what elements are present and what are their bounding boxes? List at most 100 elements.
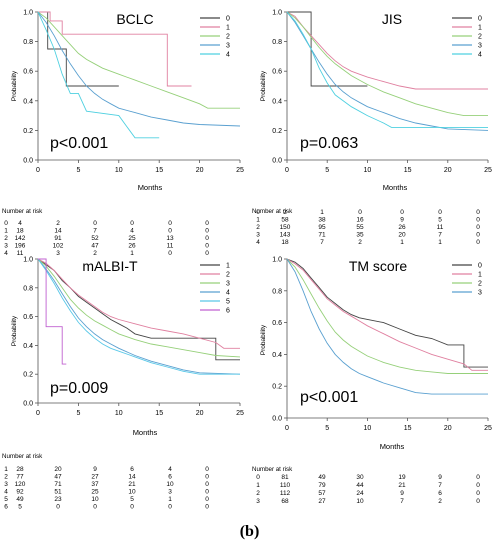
legend-label: 4 — [226, 52, 230, 59]
risk-table-cell: 0 — [168, 220, 172, 227]
risk-table-group: 3 — [256, 232, 260, 239]
risk-table-cell: 27 — [318, 498, 326, 505]
risk-table-cell: 9 — [93, 466, 97, 473]
legend-label: 0 — [226, 16, 230, 23]
risk-table-cell: 6 — [438, 490, 442, 497]
km-panel-2: 0 5 10 15 20 250.00.20.40.60.81.0MonthsProbab… — [252, 10, 492, 247]
p-value: p<0.001 — [300, 389, 358, 406]
risk-table-cell: 0 — [205, 235, 209, 242]
risk-table-cell: 21 — [398, 482, 406, 489]
legend-label: 1 — [478, 25, 482, 32]
risk-table-group: 1 — [4, 228, 8, 235]
risk-table-cell: 81 — [281, 474, 289, 481]
x-tick-label: 10 — [364, 425, 372, 432]
risk-table-cell: 47 — [54, 474, 62, 481]
risk-table-cell: 0 — [476, 232, 480, 239]
risk-table-cell: 0 — [93, 504, 97, 511]
survival-curve-4 — [37, 258, 241, 375]
x-tick-label: 0 — [285, 167, 289, 174]
risk-table-group: 1 — [256, 482, 260, 489]
risk-table-cell: 7 — [438, 482, 442, 489]
risk-table-cell: 0 — [476, 498, 480, 505]
x-tick-label: 5 — [325, 425, 329, 432]
risk-table-cell: 0 — [168, 228, 172, 235]
risk-table-cell: 2 — [56, 220, 60, 227]
risk-table-cell: 47 — [91, 243, 99, 250]
legend-label: 4 — [478, 52, 482, 59]
risk-table-cell: 7 — [320, 239, 324, 246]
risk-table-cell: 57 — [318, 490, 326, 497]
risk-table-cell: 35 — [356, 232, 364, 239]
risk-table-cell: 3 — [168, 489, 172, 496]
x-axis-label: Months — [380, 442, 405, 451]
x-tick-label: 0 — [36, 167, 40, 174]
survival-curve-3 — [37, 258, 241, 358]
risk-table-cell: 150 — [280, 224, 291, 231]
survival-curve-5 — [37, 258, 240, 375]
risk-table-cell: 95 — [318, 224, 326, 231]
legend-label: 1 — [226, 25, 230, 32]
y-tick-label: 0.4 — [23, 98, 33, 105]
risk-table-cell: 0 — [476, 239, 480, 246]
km-panel-1: 0 5 10 15 20 250.00.20.40.60.81.0MonthsProbab… — [2, 10, 244, 258]
risk-table-cell: 2 — [358, 239, 362, 246]
risk-table-cell: 1 — [320, 209, 324, 216]
risk-table-group: 2 — [4, 474, 8, 481]
y-tick-label: 1.0 — [272, 10, 282, 17]
risk-table-cell: 13 — [166, 235, 174, 242]
risk-table-cell: 79 — [318, 482, 326, 489]
risk-table-cell: 20 — [398, 232, 406, 239]
x-tick-label: 5 — [76, 167, 80, 174]
x-tick-label: 10 — [115, 167, 123, 174]
risk-table-cell: 77 — [16, 474, 24, 481]
risk-table-cell: 102 — [53, 243, 64, 250]
risk-table-heading: Number at risk — [252, 466, 293, 473]
risk-table-cell: 4 — [168, 466, 172, 473]
legend-label: 5 — [226, 299, 230, 306]
risk-table-cell: 110 — [280, 482, 291, 489]
x-tick-label: 20 — [196, 167, 204, 174]
y-tick-label: 0.8 — [272, 288, 282, 295]
risk-table-cell: 18 — [281, 239, 289, 246]
risk-table-cell: 5 — [130, 496, 134, 503]
y-tick-label: 0.2 — [23, 372, 33, 379]
risk-table-cell: 0 — [476, 224, 480, 231]
y-tick-label: 0.0 — [272, 416, 282, 423]
risk-table-group: 5 — [4, 496, 8, 503]
risk-table-cell: 5 — [438, 217, 442, 224]
risk-table-group: 3 — [4, 481, 8, 488]
survival-curve-1 — [286, 258, 488, 371]
risk-table-cell: 0 — [205, 489, 209, 496]
x-tick-label: 15 — [404, 425, 412, 432]
survival-curve-0 — [286, 258, 488, 368]
legend-label: 0 — [478, 263, 482, 270]
survival-curve-1 — [37, 258, 240, 361]
y-tick-label: 0.2 — [272, 384, 282, 391]
risk-table-cell: 30 — [356, 474, 364, 481]
y-tick-label: 0.4 — [272, 352, 282, 359]
risk-table-cell: 0 — [476, 209, 480, 216]
y-tick-label: 0.8 — [272, 39, 282, 46]
x-tick-label: 25 — [236, 410, 244, 417]
y-tick-label: 0.6 — [272, 320, 282, 327]
risk-table-cell: 0 — [168, 504, 172, 511]
risk-table-group: 1 — [256, 217, 260, 224]
risk-table-cell: 4 — [18, 220, 22, 227]
risk-table-group: 4 — [256, 239, 260, 246]
risk-table-cell: 44 — [356, 482, 364, 489]
survival-curve-3 — [286, 11, 489, 131]
y-tick-label: 0.0 — [23, 158, 33, 165]
panel-title: mALBI-T — [82, 258, 138, 274]
risk-table-cell: 25 — [91, 489, 99, 496]
y-tick-label: 0.4 — [272, 98, 282, 105]
y-axis-label: Probability — [11, 315, 18, 346]
x-tick-label: 25 — [484, 425, 492, 432]
risk-table-cell: 0 — [205, 504, 209, 511]
risk-table-heading: Number at risk — [2, 453, 43, 460]
risk-table-group: 0 — [256, 209, 260, 216]
risk-table-cell: 0 — [358, 209, 362, 216]
x-tick-label: 10 — [115, 410, 123, 417]
x-tick-label: 15 — [155, 410, 163, 417]
risk-table-cell: 2 — [438, 498, 442, 505]
x-tick-label: 5 — [76, 410, 80, 417]
